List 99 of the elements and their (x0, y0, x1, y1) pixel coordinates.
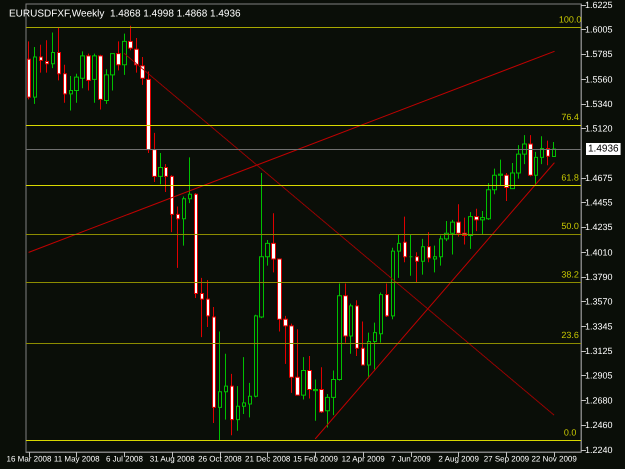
candlestick (57, 27, 61, 81)
y-tick-label: 1.5560 (585, 74, 613, 84)
candlestick (534, 151, 538, 186)
ref-line-label: 1.4936 (588, 143, 620, 154)
candlestick (433, 245, 437, 273)
y-tick-label: 1.6005 (585, 24, 613, 35)
candlestick (224, 353, 228, 420)
candlestick (307, 356, 312, 399)
y-tick-label: 1.6225 (585, 0, 613, 10)
y-tick-label: 1.4675 (585, 173, 613, 184)
candlestick (200, 277, 204, 338)
candlestick (206, 280, 210, 328)
candlestick (373, 322, 377, 370)
candlestick (92, 53, 97, 104)
x-tick-label: 16 Mar 2008 (6, 454, 52, 464)
candlestick (27, 40, 31, 100)
y-tick-label: 1.2240 (585, 444, 613, 455)
annotation: 38.2 (561, 270, 579, 280)
candlestick (242, 356, 246, 415)
annotation: 50.0 (561, 220, 579, 231)
candlestick (361, 320, 365, 366)
candlestick (33, 46, 37, 104)
x-tick-label: 12 Apr 2009 (342, 454, 386, 464)
x-tick-label: 26 Oct 2008 (198, 454, 242, 464)
candlestick (39, 44, 43, 74)
y-tick-label: 1.4010 (585, 247, 613, 258)
candlestick (391, 247, 395, 320)
annotation: 76.4 (561, 112, 579, 122)
candlestick (552, 142, 556, 158)
annotation: 23.6 (561, 330, 579, 340)
candlestick (116, 40, 121, 71)
candlestick (140, 56, 145, 86)
x-tick-label: 15 Feb 2009 (292, 454, 338, 464)
candlestick (128, 25, 133, 51)
candlestick (313, 378, 318, 422)
candlestick (468, 212, 473, 250)
candlestick (152, 132, 157, 182)
y-tick-label: 1.3570 (585, 296, 613, 306)
annotation: 0.0 (564, 427, 576, 438)
candlestick (367, 332, 371, 379)
candlestick (122, 33, 127, 76)
candlestick (146, 71, 151, 154)
y-tick-label: 1.5340 (585, 98, 613, 109)
candlestick (188, 156, 192, 204)
candlestick (379, 292, 383, 344)
candlestick (45, 40, 49, 74)
candlestick (540, 136, 544, 165)
y-tick-label: 1.2460 (585, 420, 613, 430)
x-tick-label: 27 Sep 2009 (484, 454, 530, 464)
x-tick-label: 11 May 2008 (54, 454, 100, 464)
candlestick (343, 283, 348, 344)
candlestick (403, 216, 407, 263)
candlestick (415, 252, 419, 283)
y-tick-label: 1.2905 (585, 370, 613, 381)
candlestick (170, 174, 174, 233)
candlestick (218, 330, 222, 442)
chart-title: EURUSDFXF,Weekly 1.4868 1.4998 1.4868 1.4936 (9, 8, 242, 20)
candlestick (63, 64, 67, 104)
x-tick-label: 31 Aug 2008 (150, 454, 196, 464)
y-tick-label: 1.4235 (585, 222, 613, 232)
y-tick-label: 1.3125 (585, 346, 613, 356)
candlestick (301, 356, 306, 400)
candlestick (427, 232, 431, 263)
candlestick (397, 234, 401, 278)
x-tick-label: 2 Aug 2009 (438, 454, 480, 464)
candlestick (212, 306, 216, 424)
candlestick (158, 152, 163, 185)
candlestick (421, 238, 425, 276)
y-tick-label: 1.3790 (585, 272, 613, 282)
candlestick (230, 373, 234, 436)
x-tick-label: 22 Nov 2009 (531, 454, 578, 464)
annotation: 61.8 (561, 172, 579, 182)
candlestick (474, 208, 479, 232)
y-tick-label: 1.5785 (585, 49, 613, 60)
x-tick-label: 7 Jun 2009 (391, 454, 432, 464)
candlestick (134, 38, 139, 74)
candlestick (409, 234, 413, 276)
candlestick (546, 140, 550, 166)
x-tick-label: 6 Jul 2008 (106, 454, 144, 464)
candlestick (86, 53, 91, 91)
candlestick (385, 283, 389, 318)
y-tick-label: 1.3345 (585, 321, 613, 332)
candlestick (504, 172, 509, 202)
candlestick (236, 386, 240, 432)
candlestick (355, 300, 359, 357)
y-tick-label: 1.4455 (585, 198, 613, 208)
candlestick (528, 134, 533, 177)
candlestick (51, 32, 55, 69)
candlestick (164, 164, 168, 193)
candlestick (182, 196, 186, 246)
y-tick-label: 1.5120 (585, 123, 613, 134)
candlestick (194, 192, 198, 299)
candlestick (98, 54, 103, 110)
x-tick-label: 21 Dec 2008 (245, 454, 291, 464)
candlestick (248, 382, 252, 418)
candlestick (349, 303, 353, 354)
candlestick (319, 366, 324, 414)
y-tick-label: 1.2680 (585, 396, 613, 406)
candlestick (176, 206, 180, 268)
